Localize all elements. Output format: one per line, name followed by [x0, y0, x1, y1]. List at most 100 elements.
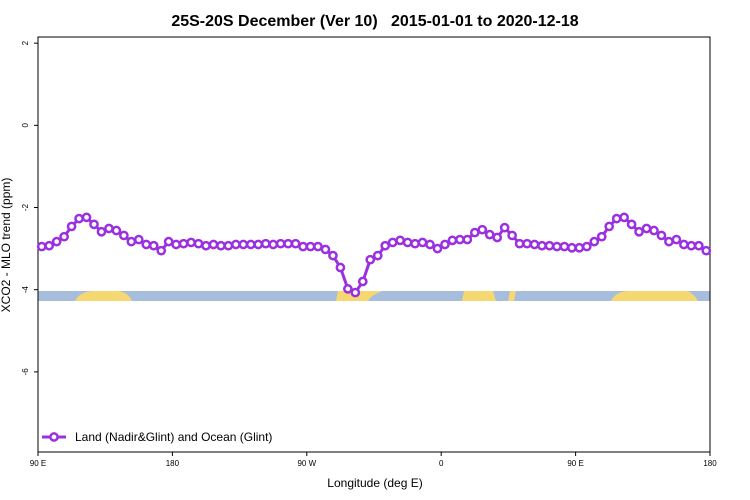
- data-point: [305, 241, 316, 252]
- data-point: [693, 240, 704, 251]
- data-point: [477, 224, 488, 235]
- data-point: [275, 238, 286, 249]
- data-point: [104, 223, 114, 234]
- data-point: [283, 238, 293, 249]
- data-point: [74, 213, 84, 224]
- legend-marker: [49, 432, 59, 442]
- data-point: [66, 221, 77, 232]
- data-point: [133, 234, 144, 245]
- data-point: [387, 237, 398, 248]
- data-point: [223, 240, 234, 251]
- data-point: [440, 239, 450, 250]
- data-point: [141, 239, 152, 250]
- data-point: [462, 234, 473, 245]
- land-patch: [462, 291, 496, 301]
- data-point: [581, 241, 592, 252]
- data-point: [51, 236, 62, 247]
- data-point: [186, 237, 196, 248]
- y-tick-label: 0: [21, 123, 30, 128]
- data-point: [126, 236, 137, 247]
- data-point: [320, 244, 331, 255]
- data-point: [544, 240, 555, 251]
- data-point: [529, 239, 540, 250]
- data-point: [417, 237, 428, 248]
- data-point: [484, 229, 495, 240]
- data-point: [156, 245, 167, 256]
- data-point: [59, 231, 69, 242]
- data-point: [425, 239, 435, 250]
- data-point: [148, 240, 159, 251]
- data-point: [567, 242, 577, 253]
- data-point: [238, 239, 249, 250]
- data-point: [552, 241, 562, 252]
- plot-frame: [37, 36, 711, 453]
- chart-title: 25S-20S December (Ver 10) 2015-01-01 to …: [171, 13, 578, 30]
- data-point: [395, 235, 405, 246]
- data-point: [208, 239, 219, 250]
- data-point: [260, 238, 271, 249]
- data-point: [507, 230, 517, 241]
- data-point: [372, 250, 383, 261]
- data-point: [193, 238, 204, 249]
- data-point: [649, 225, 659, 236]
- data-point: [686, 240, 697, 251]
- data-point: [447, 235, 458, 246]
- data-point: [559, 241, 570, 252]
- data-point: [656, 230, 667, 241]
- data-point: [268, 239, 279, 250]
- y-axis-label: XCO2 - MLO trend (ppm): [0, 178, 13, 313]
- y-tick-label: 2: [21, 40, 30, 45]
- data-point: [171, 239, 181, 250]
- data-point: [290, 238, 301, 249]
- y-tick-label: -6: [21, 368, 30, 376]
- data-point: [81, 212, 92, 223]
- land-patch: [508, 291, 516, 301]
- y-tick-label: -4: [21, 286, 30, 294]
- data-point: [432, 243, 443, 254]
- data-point: [679, 239, 689, 250]
- x-axis-label: Longitude (deg E): [327, 476, 422, 490]
- data-point: [44, 240, 55, 251]
- data-point: [671, 234, 682, 245]
- data-point: [380, 240, 391, 251]
- data-point: [111, 225, 122, 236]
- data-point: [410, 238, 420, 249]
- data-point: [641, 223, 652, 234]
- data-point: [604, 221, 615, 232]
- data-point: [245, 239, 256, 250]
- data-point: [469, 227, 480, 238]
- data-point: [350, 287, 361, 298]
- y-tick-label: -2: [21, 203, 30, 211]
- data-point: [178, 238, 189, 249]
- data-point: [253, 239, 264, 250]
- data-point: [163, 236, 174, 247]
- ocean-band: [38, 291, 710, 301]
- data-point: [499, 222, 510, 233]
- data-point: [335, 262, 346, 273]
- data-point: [36, 241, 47, 252]
- data-point: [298, 241, 308, 252]
- data-point: [492, 232, 503, 243]
- data-point: [455, 234, 465, 245]
- data-point: [96, 226, 107, 237]
- data-point: [701, 245, 712, 256]
- data-point: [231, 239, 241, 250]
- data-point: [664, 236, 674, 247]
- land-patch: [611, 291, 698, 301]
- land-ocean-band: [38, 291, 710, 301]
- data-point: [328, 250, 338, 261]
- data-point: [514, 238, 525, 249]
- x-tick-label: 90 E: [30, 459, 46, 468]
- x-tick-label: 90 W: [297, 459, 316, 468]
- x-tick-label: 180: [703, 459, 717, 468]
- data-point: [634, 226, 644, 237]
- land-patch: [75, 291, 132, 301]
- data-point: [365, 254, 376, 265]
- data-point: [574, 242, 585, 253]
- data-point: [537, 240, 547, 251]
- data-point: [357, 276, 368, 287]
- data-point: [343, 284, 353, 294]
- data-point: [589, 236, 600, 247]
- data-point: [119, 230, 129, 241]
